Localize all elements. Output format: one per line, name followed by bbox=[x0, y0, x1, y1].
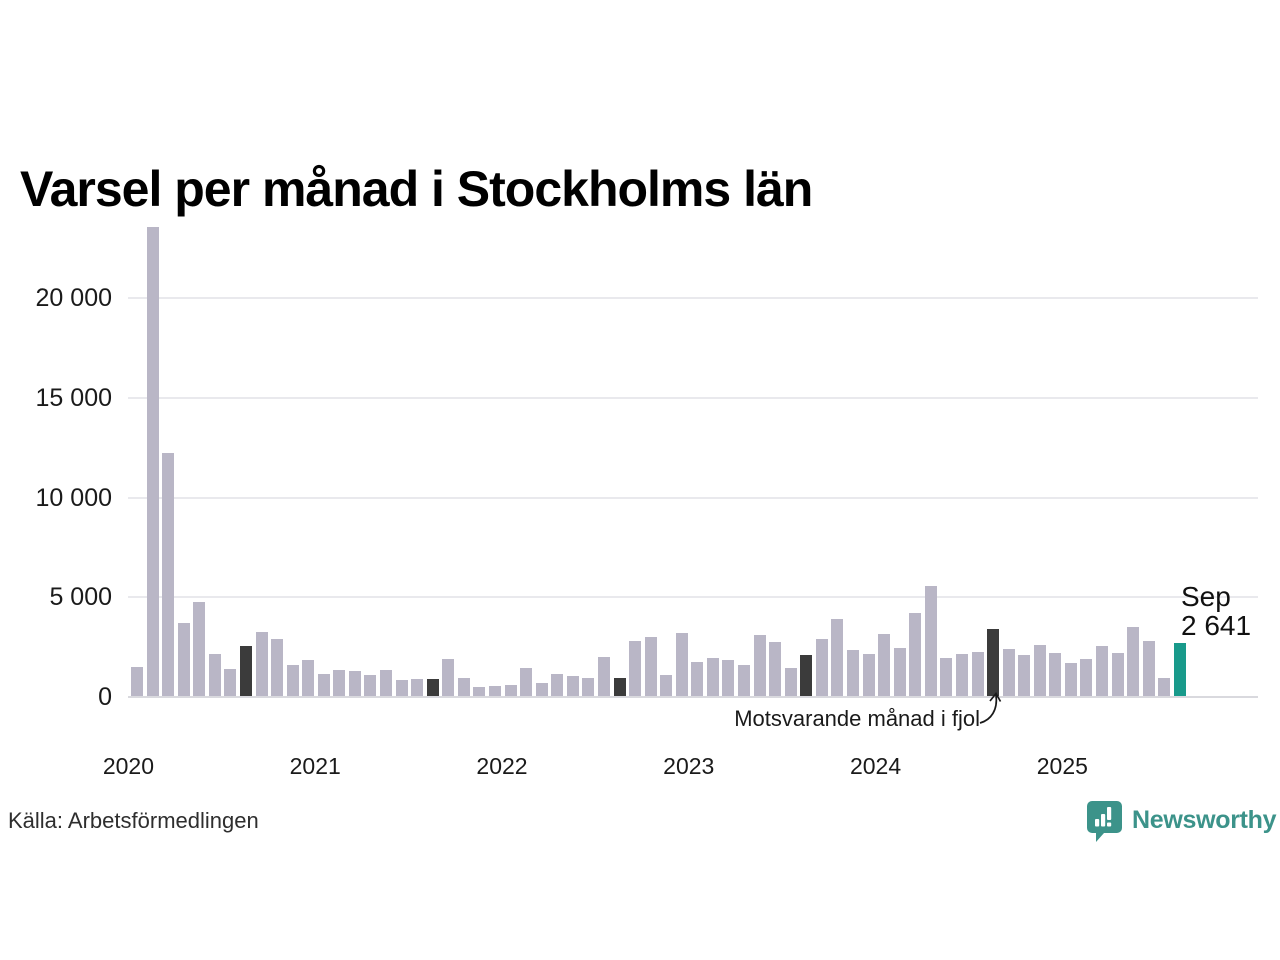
bar-2023-06 bbox=[753, 634, 766, 696]
bar-2024-04 bbox=[909, 613, 922, 696]
bar-2021-12 bbox=[473, 687, 486, 696]
y-axis-tick-label: 5 000 bbox=[49, 583, 112, 612]
bar-2023-04 bbox=[722, 659, 735, 696]
bar-2023-08 bbox=[784, 667, 797, 696]
bar-2025-03 bbox=[1080, 658, 1093, 696]
bar-2023-11 bbox=[831, 619, 844, 696]
x-axis-year-label-2025: 2025 bbox=[1036, 753, 1088, 779]
bar-2020-09 bbox=[239, 646, 252, 696]
annotation-arrow-icon bbox=[979, 691, 1002, 724]
bar-2022-01 bbox=[488, 686, 501, 696]
bar-2021-08 bbox=[411, 679, 424, 696]
y-axis-tick-label: 10 000 bbox=[35, 483, 112, 512]
bar-2022-04 bbox=[535, 683, 548, 696]
bar-2020-05 bbox=[177, 623, 190, 696]
bar-2023-09 bbox=[800, 654, 813, 696]
annotation-prev-year: Motsvarande månad i fjol bbox=[734, 706, 980, 731]
bar-2025-04 bbox=[1096, 645, 1109, 696]
bar-2022-10 bbox=[629, 641, 642, 696]
bar-2023-07 bbox=[769, 642, 782, 696]
gridline-20000 bbox=[128, 297, 1258, 300]
bar-2023-05 bbox=[738, 664, 751, 696]
bar-2024-07 bbox=[955, 653, 968, 696]
plot-area: 0 5 000 10 000 15 000 20 000 2020 2021 2022 2023… bbox=[36, 220, 1258, 779]
bar-2024-05 bbox=[924, 586, 937, 696]
bar-2022-06 bbox=[566, 676, 579, 696]
bar-2023-12 bbox=[846, 650, 859, 696]
bar-2020-10 bbox=[255, 632, 268, 696]
brand-footer: Newsworthy bbox=[1086, 800, 1277, 844]
current-month-name: Sep bbox=[1181, 581, 1231, 612]
bar-2022-07 bbox=[582, 678, 595, 696]
bar-2021-09 bbox=[426, 678, 439, 696]
bar-2025-09 bbox=[1173, 643, 1186, 696]
bar-2022-12 bbox=[660, 674, 673, 696]
bar-2023-10 bbox=[815, 639, 828, 696]
current-month-label: Sep 2 641 bbox=[1181, 582, 1251, 640]
x-axis-year-label-2021: 2021 bbox=[289, 753, 341, 779]
bar-2025-06 bbox=[1127, 626, 1140, 696]
newsworthy-logo-icon bbox=[1087, 801, 1122, 842]
gridline-15000 bbox=[128, 396, 1258, 399]
bar-2025-02 bbox=[1064, 663, 1077, 696]
bar-2024-09 bbox=[987, 628, 1000, 696]
bar-2023-01 bbox=[675, 632, 688, 696]
x-axis-year-label-2023: 2023 bbox=[663, 753, 715, 779]
bar-2020-03 bbox=[146, 227, 159, 696]
bar-2021-04 bbox=[348, 671, 361, 696]
bar-2020-06 bbox=[193, 602, 206, 696]
bar-2025-05 bbox=[1111, 652, 1124, 696]
x-axis-year-label-2024: 2024 bbox=[849, 753, 902, 779]
gridline-0 bbox=[128, 696, 1258, 698]
bar-2023-03 bbox=[706, 657, 719, 696]
bar-2022-09 bbox=[613, 678, 626, 696]
source-text: Källa: Arbetsförmedlingen bbox=[8, 808, 259, 833]
bar-2022-05 bbox=[551, 674, 564, 696]
bar-2020-04 bbox=[162, 452, 175, 696]
y-axis-tick-label: 15 000 bbox=[35, 383, 112, 412]
y-axis-tick-label: 0 bbox=[98, 683, 112, 711]
bar-2021-06 bbox=[380, 670, 393, 696]
bar-2020-08 bbox=[224, 669, 237, 696]
bar-2021-11 bbox=[457, 678, 470, 696]
bar-2021-10 bbox=[442, 659, 455, 696]
bar-2024-02 bbox=[878, 634, 891, 696]
chart-title: Varsel per månad i Stockholms län bbox=[20, 160, 813, 217]
bar-2024-10 bbox=[1002, 648, 1015, 696]
current-month-value: 2 641 bbox=[1181, 610, 1252, 641]
bar-2023-02 bbox=[691, 661, 704, 696]
bar-2020-12 bbox=[286, 665, 299, 696]
gridline-5000 bbox=[128, 596, 1258, 599]
bar-2021-03 bbox=[333, 670, 346, 696]
x-axis-year-label-2022: 2022 bbox=[476, 753, 528, 779]
bar-2020-02 bbox=[131, 667, 143, 696]
bar-2021-07 bbox=[395, 680, 408, 696]
bar-2025-07 bbox=[1142, 640, 1155, 696]
bar-2024-08 bbox=[971, 652, 984, 696]
bar-2024-12 bbox=[1033, 645, 1046, 696]
bar-2024-01 bbox=[862, 653, 875, 696]
bar-2021-05 bbox=[364, 675, 377, 696]
gridline-10000 bbox=[128, 496, 1258, 499]
bar-2024-03 bbox=[893, 648, 906, 696]
bar-2021-02 bbox=[317, 674, 330, 696]
bar-2022-03 bbox=[520, 668, 533, 696]
x-axis-year-label-2020: 2020 bbox=[102, 753, 155, 779]
y-axis-tick-label: 20 000 bbox=[35, 284, 112, 313]
bar-2024-11 bbox=[1018, 654, 1031, 696]
bar-2022-11 bbox=[644, 636, 657, 696]
bar-2025-01 bbox=[1049, 652, 1062, 696]
bar-2024-06 bbox=[940, 658, 953, 696]
brand-name: Newsworthy bbox=[1132, 806, 1277, 834]
bar-2025-08 bbox=[1158, 678, 1171, 696]
bar-2021-01 bbox=[302, 659, 315, 696]
bar-2020-11 bbox=[271, 639, 284, 696]
bar-2020-07 bbox=[208, 654, 221, 696]
bar-2022-08 bbox=[597, 657, 610, 696]
bar-2022-02 bbox=[504, 685, 517, 696]
